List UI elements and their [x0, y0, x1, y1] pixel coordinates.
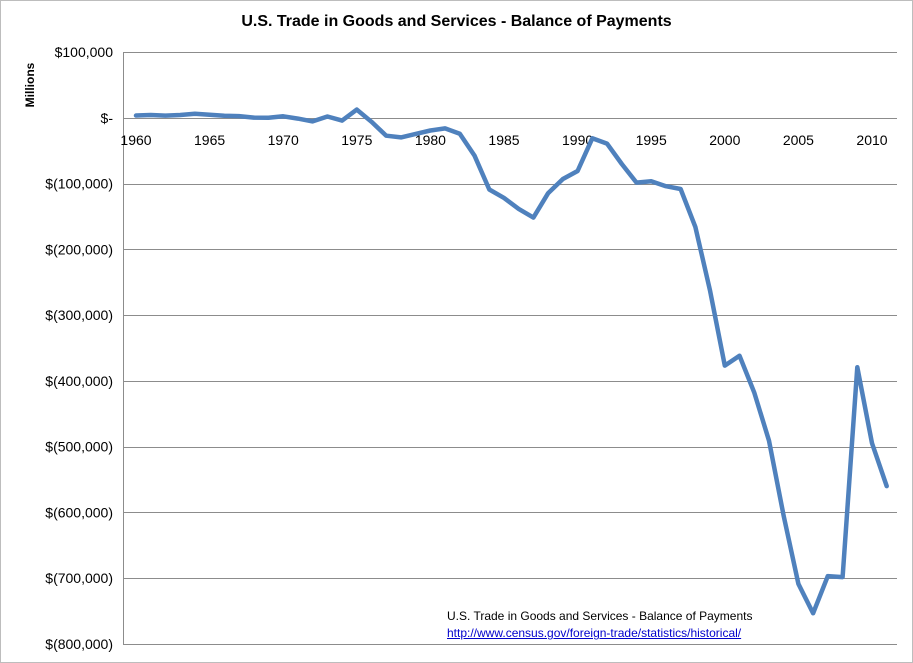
x-tick-label: 1995 — [636, 132, 667, 148]
x-tick-label: 2000 — [709, 132, 740, 148]
x-tick-label: 1980 — [415, 132, 446, 148]
x-tick-label: 1960 — [120, 132, 151, 148]
y-tick-label: $(300,000) — [45, 307, 113, 323]
x-tick-label: 1990 — [562, 132, 593, 148]
y-tick-label: $(100,000) — [45, 176, 113, 192]
y-tick-label: $(400,000) — [45, 373, 113, 389]
x-tick-labels: 1960 1965 1970 1975 1980 1985 1990 1995 2000 2005… — [120, 132, 887, 148]
x-tick-label: 1970 — [268, 132, 299, 148]
gridlines — [123, 52, 897, 645]
y-tick-label: $(700,000) — [45, 570, 113, 586]
x-tick-label: 1975 — [341, 132, 372, 148]
x-tick-label: 2010 — [856, 132, 887, 148]
y-tick-label: $(500,000) — [45, 439, 113, 455]
series-line — [133, 107, 889, 616]
y-tick-label: $(800,000) — [45, 636, 113, 652]
source-link[interactable]: http://www.census.gov/foreign-trade/stat… — [447, 626, 742, 640]
x-tick-label: 2005 — [783, 132, 814, 148]
y-tick-labels: $100,000 $- $(100,000) $(200,000) $(300,000)… — [45, 44, 113, 652]
x-tick-label: 1965 — [194, 132, 225, 148]
y-tick-label: $(600,000) — [45, 504, 113, 520]
series-group — [133, 107, 889, 616]
y-tick-label: $100,000 — [55, 44, 114, 60]
y-tick-label: $(200,000) — [45, 241, 113, 257]
source-note: U.S. Trade in Goods and Services - Balan… — [447, 609, 753, 623]
y-tick-label: $- — [101, 110, 114, 126]
chart-title: U.S. Trade in Goods and Services - Balan… — [241, 13, 672, 30]
x-tick-label: 1985 — [488, 132, 519, 148]
